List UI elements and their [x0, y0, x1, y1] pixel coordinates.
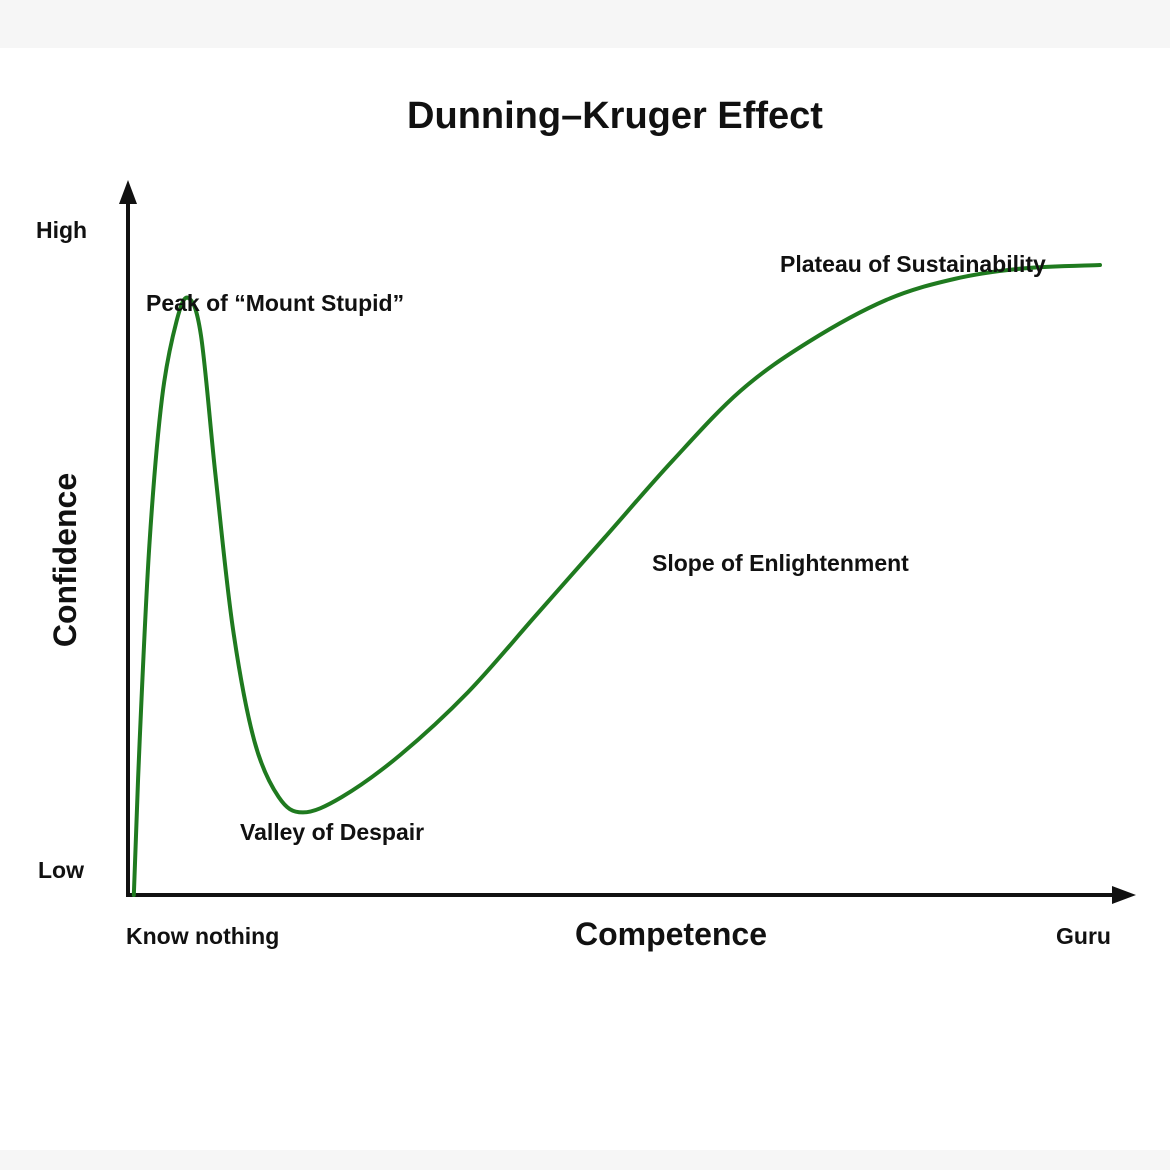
x-tick-label-guru: Guru	[1056, 923, 1111, 949]
x-tick-label-know-nothing: Know nothing	[126, 923, 279, 949]
x-axis-title: Competence	[575, 916, 767, 952]
annotation-valley-of-despair: Valley of Despair	[240, 819, 424, 845]
x-axis-arrow	[1112, 886, 1136, 904]
y-axis-title: Confidence	[47, 473, 83, 647]
bottom-band	[0, 1150, 1170, 1170]
top-band	[0, 0, 1170, 48]
series-line	[131, 263, 1102, 897]
y-tick-label-high: High	[36, 217, 87, 243]
y-tick-label-low: Low	[38, 857, 84, 883]
annotation-slope-of-enlightenment: Slope of Enlightenment	[652, 550, 909, 576]
y-axis-arrow	[119, 180, 137, 204]
annotation-plateau-of-sustainability: Plateau of Sustainability	[780, 251, 1046, 277]
chart-title: Dunning–Kruger Effect	[407, 95, 823, 137]
annotation-mount-stupid: Peak of “Mount Stupid”	[146, 290, 404, 316]
